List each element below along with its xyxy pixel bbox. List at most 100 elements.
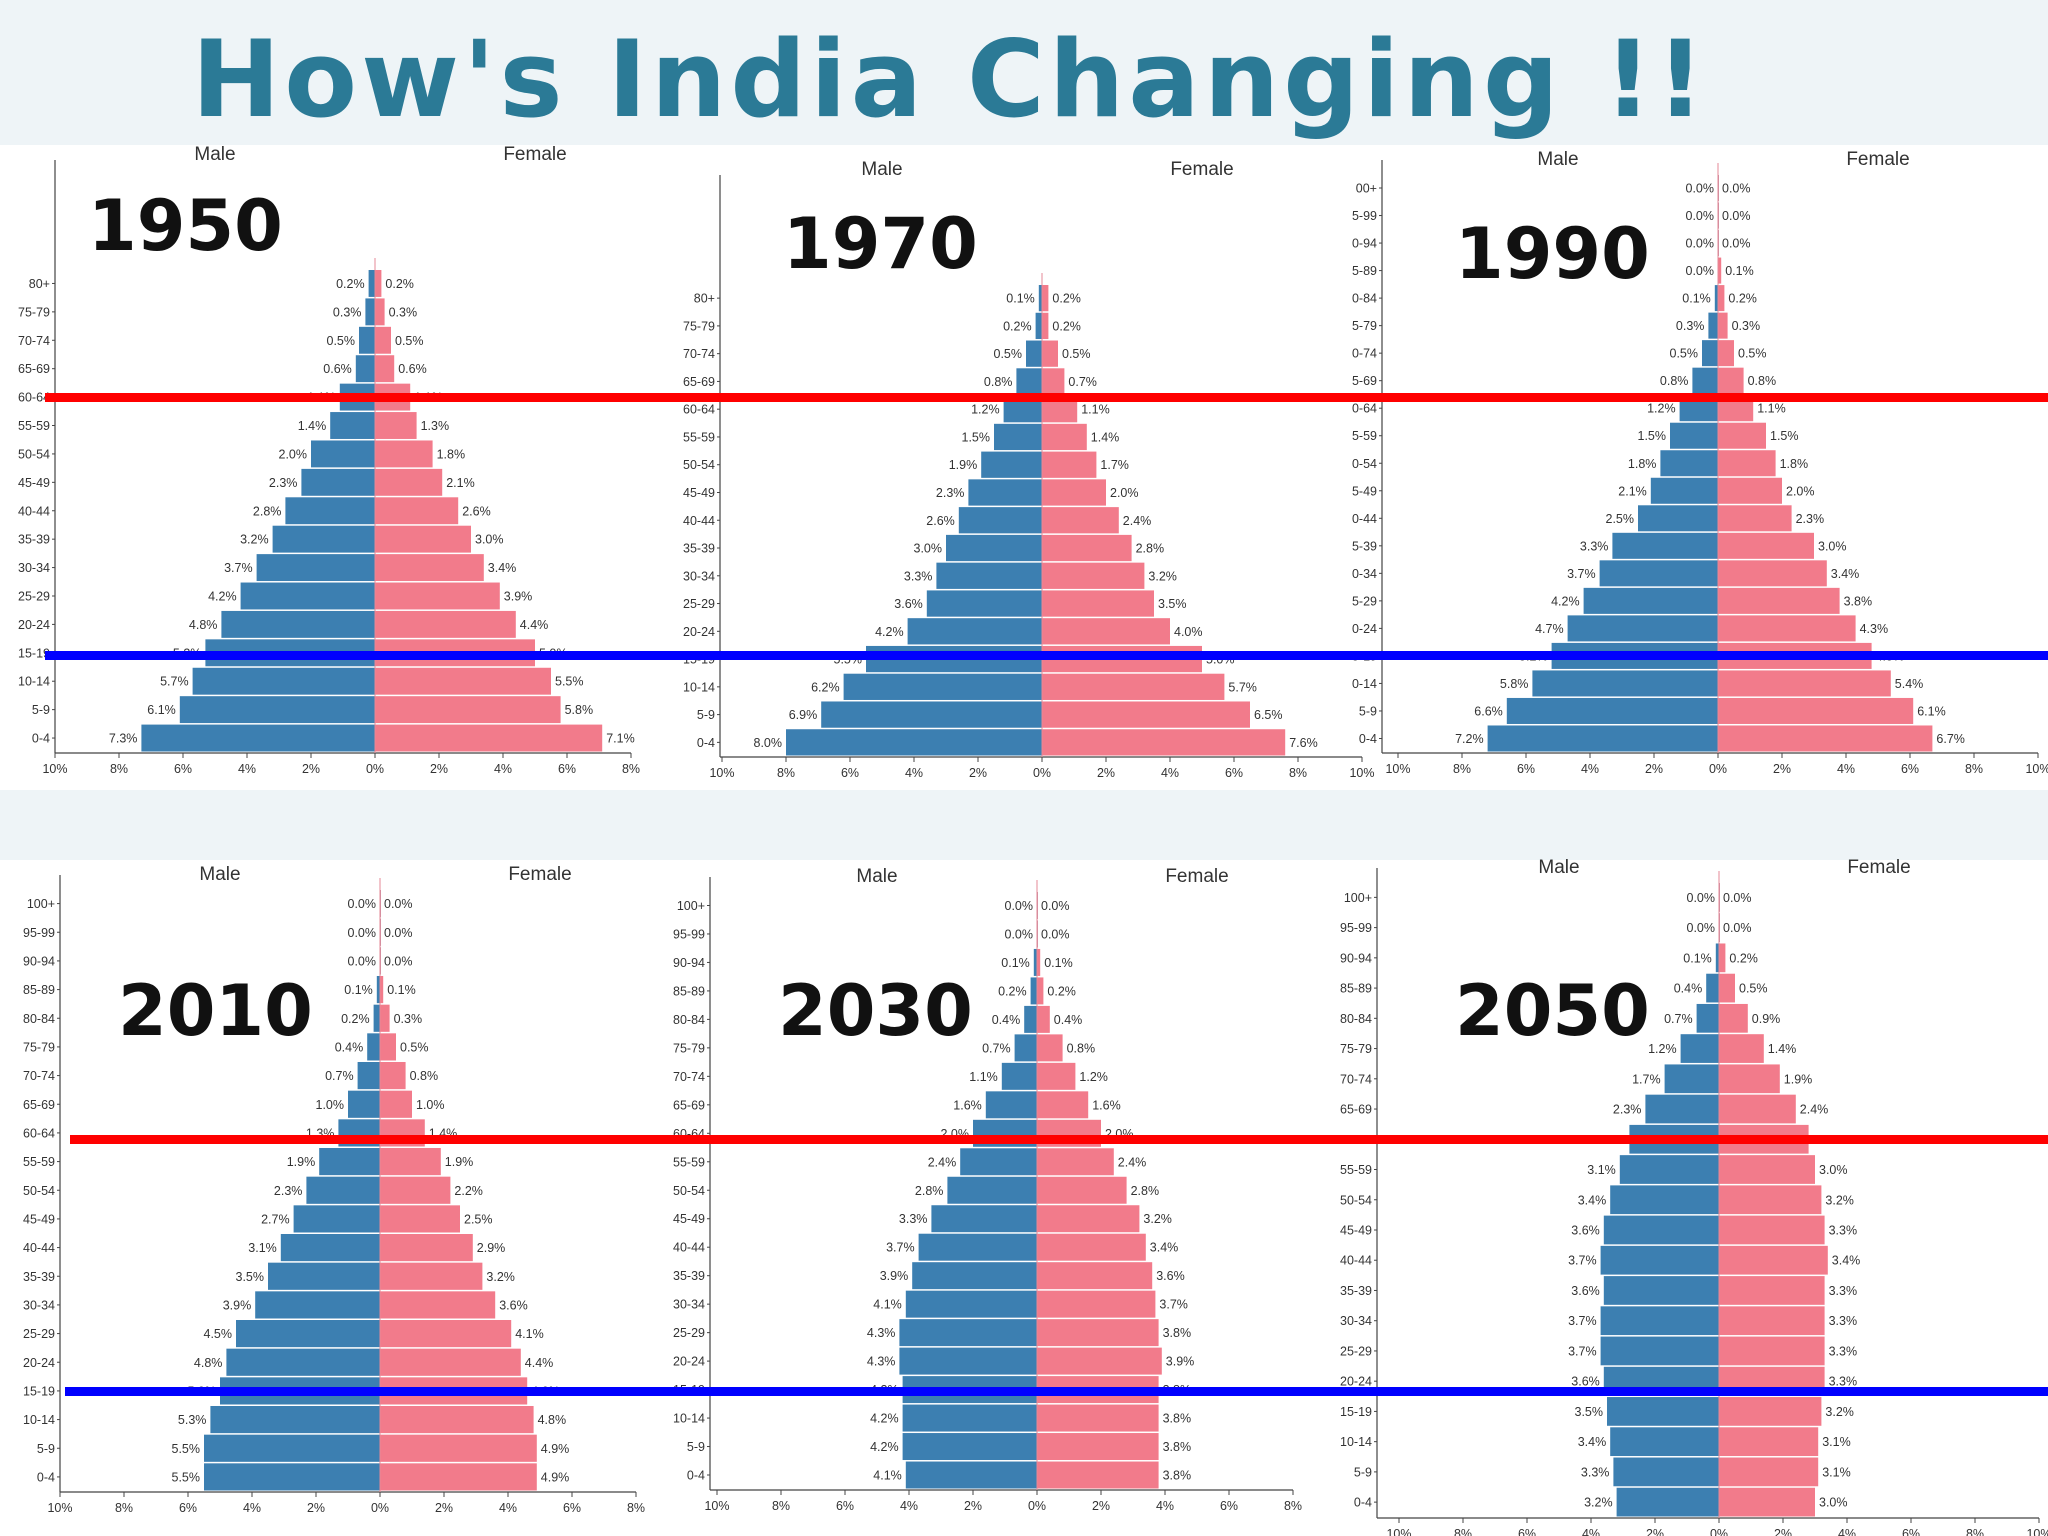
label-male-75-79: 0.4% xyxy=(335,1040,364,1054)
label-female-10-14: 5.5% xyxy=(555,675,584,689)
bar-female-30-34 xyxy=(1718,560,1827,586)
y-tick-45-49: 45-49 xyxy=(18,476,50,490)
label-female-90-94: 0.2% xyxy=(1729,951,1758,965)
x-tick-2: 6% xyxy=(1517,762,1535,776)
bar-female-65-69 xyxy=(380,1091,412,1118)
y-tick-0-4: 0-4 xyxy=(1359,732,1377,746)
y-tick-50-54: 50-54 xyxy=(673,1184,705,1198)
label-female-55-59: 1.5% xyxy=(1770,429,1799,443)
x-tick-3: 4% xyxy=(1582,1527,1600,1536)
bar-male-25-29 xyxy=(927,590,1042,616)
label-female-35-39: 3.2% xyxy=(486,1270,515,1284)
label-male-10-14: 5.8% xyxy=(1500,677,1529,691)
bar-male-70-74 xyxy=(1665,1064,1719,1093)
x-tick-8: 6% xyxy=(1220,1499,1238,1513)
label-male-25-29: 4.3% xyxy=(867,1326,896,1340)
label-female-85-89: 0.5% xyxy=(1739,982,1768,996)
bar-male-35-39 xyxy=(946,535,1042,561)
label-male-30-34: 3.9% xyxy=(223,1298,252,1312)
label-female-100+: 0.0% xyxy=(1723,891,1752,905)
label-female-40-44: 3.4% xyxy=(1832,1254,1861,1268)
y-tick-40-44: 40-44 xyxy=(23,1241,55,1255)
y-tick-70-74: 70-74 xyxy=(18,334,50,348)
label-female-25-29: 3.8% xyxy=(1844,594,1873,608)
bar-male-5-9 xyxy=(1507,698,1718,724)
bar-female-30-34 xyxy=(380,1291,495,1318)
y-tick-95-99: 95-99 xyxy=(673,927,705,941)
label-female-50-54: 1.8% xyxy=(1780,457,1809,471)
bar-female-20-24 xyxy=(380,1349,521,1376)
bar-male-0-4 xyxy=(1617,1488,1719,1517)
label-female-90-94: 0.0% xyxy=(1722,237,1751,251)
label-female-45-49: 3.2% xyxy=(1143,1212,1172,1226)
bar-female-55-59 xyxy=(1719,1155,1815,1184)
label-male-75-79: 0.3% xyxy=(1676,319,1705,333)
bar-male-0-4 xyxy=(906,1462,1037,1489)
label-male-80-84: 0.4% xyxy=(992,1013,1021,1027)
label-male-10-14: 6.2% xyxy=(811,680,840,694)
bar-male-50-54 xyxy=(947,1177,1037,1204)
bar-male-35-39 xyxy=(1604,1276,1719,1305)
label-female-40-44: 2.4% xyxy=(1123,514,1152,528)
bar-female-45-49 xyxy=(1719,1216,1825,1245)
label-female-35-39: 3.0% xyxy=(475,533,504,547)
y-tick-70-74: 70-74 xyxy=(683,347,715,361)
x-tick-0: 10% xyxy=(1386,1527,1411,1536)
y-tick-60-64: 60-64 xyxy=(683,403,715,417)
y-tick-70-74: 70-74 xyxy=(673,1070,705,1084)
x-tick-5: 0% xyxy=(1709,762,1727,776)
y-tick-50-54: 50-54 xyxy=(1340,1193,1372,1207)
x-tick-6: 2% xyxy=(1774,1527,1792,1536)
y-tick-95-99: 95-99 xyxy=(1340,921,1372,935)
bar-female-75-79 xyxy=(1037,1034,1063,1061)
x-tick-0: 10% xyxy=(42,762,67,776)
y-tick-50-54: 0-54 xyxy=(1352,457,1377,471)
label-male-5-9: 5.5% xyxy=(172,1442,201,1456)
bar-male-25-29 xyxy=(241,583,375,610)
y-tick-35-39: 35-39 xyxy=(683,542,715,556)
y-tick-25-29: 25-29 xyxy=(1340,1344,1372,1358)
label-male-35-39: 3.5% xyxy=(236,1270,265,1284)
y-tick-100+: 100+ xyxy=(27,897,55,911)
label-male-100+: 0.0% xyxy=(348,897,377,911)
y-tick-55-59: 55-59 xyxy=(673,1155,705,1169)
bar-female-35-39 xyxy=(1719,1276,1825,1305)
label-male-45-49: 2.3% xyxy=(269,476,298,490)
y-tick-25-29: 25-29 xyxy=(18,589,50,603)
label-female-25-29: 4.1% xyxy=(515,1327,544,1341)
bar-female-10-14 xyxy=(375,668,551,695)
bar-male-10-14 xyxy=(1532,670,1718,696)
label-male-45-49: 2.7% xyxy=(261,1212,290,1226)
pyramid-2010: MaleFemale0.0%0.0%100+0.0%0.0%95-990.0%0… xyxy=(0,875,680,1536)
bar-male-10-14 xyxy=(193,668,375,695)
label-male-40-44: 2.6% xyxy=(926,514,955,528)
label-male-95-99: 0.0% xyxy=(1686,209,1715,223)
bar-male-30-34 xyxy=(1600,560,1718,586)
label-female-50-54: 3.2% xyxy=(1825,1193,1854,1207)
y-tick-60-64: 0-64 xyxy=(1352,402,1377,416)
x-tick-4: 2% xyxy=(964,1499,982,1513)
label-male-75-79: 0.3% xyxy=(333,305,362,319)
label-male-85-89: 0.1% xyxy=(344,983,373,997)
label-male-80-84: 0.1% xyxy=(1682,292,1711,306)
label-female-95-99: 0.0% xyxy=(384,926,413,940)
label-male-40-44: 3.7% xyxy=(886,1241,915,1255)
label-female-25-29: 3.8% xyxy=(1163,1326,1192,1340)
x-tick-10: 10% xyxy=(2026,1527,2048,1536)
bar-male-50-54 xyxy=(311,440,375,467)
bar-male-65-69 xyxy=(1692,368,1718,394)
y-tick-45-49: 45-49 xyxy=(683,486,715,500)
x-tick-4: 2% xyxy=(969,766,987,780)
label-male-50-54: 2.3% xyxy=(274,1184,303,1198)
bar-female-10-14 xyxy=(380,1406,534,1433)
x-tick-9: 8% xyxy=(1289,766,1307,780)
label-male-85-89: 0.0% xyxy=(1686,264,1715,278)
bar-male-5-9 xyxy=(903,1433,1037,1460)
bar-female-0-4 xyxy=(1719,1488,1815,1517)
label-female-70-74: 1.9% xyxy=(1784,1072,1813,1086)
label-male-50-54: 1.9% xyxy=(949,458,978,472)
y-tick-75-79: 75-79 xyxy=(1340,1042,1372,1056)
bar-male-10-14 xyxy=(1610,1427,1719,1456)
bar-female-70-74 xyxy=(1042,341,1058,367)
label-female-45-49: 2.1% xyxy=(446,476,475,490)
